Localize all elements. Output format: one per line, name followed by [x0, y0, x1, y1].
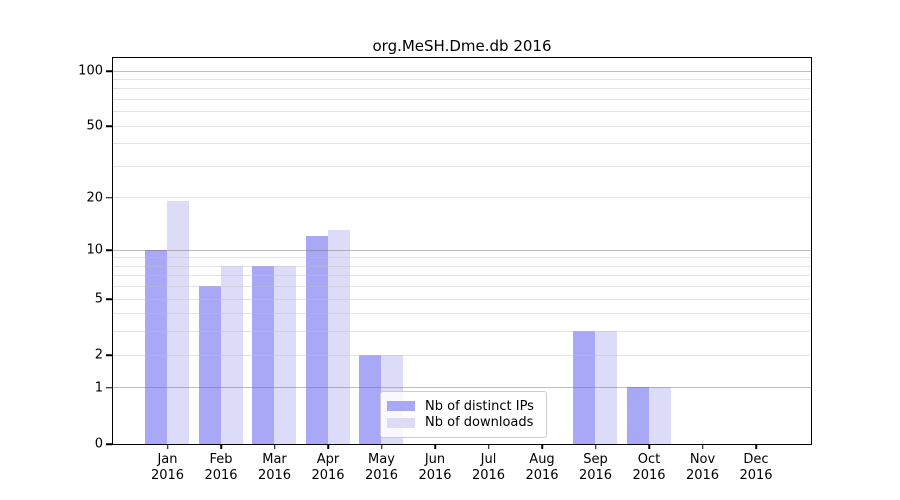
y-tick-mark-50: [106, 125, 112, 127]
x-tick-label-jun: Jun 2016: [403, 452, 467, 484]
x-tick-month: Dec: [743, 452, 769, 467]
y-tick-label-2: 2: [94, 347, 103, 363]
x-tick-mark-oct: [648, 444, 650, 449]
bar-downloads-feb-2016: [220, 265, 243, 444]
y-tick-mark-2: [106, 354, 112, 356]
x-tick-mark-jul: [487, 444, 490, 449]
x-tick-label-aug: Aug 2016: [510, 452, 574, 484]
bar-distinct-ips-jan-2016: [145, 249, 167, 444]
bar-downloads-jan-2016: [167, 201, 189, 444]
bar-distinct-ips-may-2016: [359, 354, 381, 444]
x-tick-label-nov: Nov 2016: [671, 452, 735, 484]
x-tick-month: Feb: [209, 452, 233, 467]
x-tick-label-oct: Oct 2016: [617, 452, 681, 484]
y-tick-mark-0: [106, 443, 112, 445]
x-tick-label-jan: Jan 2016: [136, 452, 200, 484]
bars-layer: [113, 58, 811, 444]
bar-distinct-ips-feb-2016: [198, 286, 221, 444]
y-tick-mark-5: [106, 298, 112, 300]
y-tick-mark-1: [106, 387, 112, 389]
legend: Nb of distinct IPs Nb of downloads: [380, 391, 547, 438]
x-tick-label-jul: Jul 2016: [457, 452, 521, 484]
x-tick-month: Jul: [480, 452, 497, 467]
x-tick-year: 2016: [364, 468, 399, 483]
x-tick-year: 2016: [311, 468, 345, 483]
x-tick-mark-sep: [594, 444, 597, 449]
legend-item-downloads: Nb of downloads: [387, 415, 540, 430]
x-tick-year: 2016: [204, 468, 238, 483]
y-tick-label-5: 5: [94, 291, 103, 307]
x-tick-label-feb: Feb 2016: [189, 452, 253, 484]
x-tick-mark-may: [380, 444, 383, 449]
x-tick-month: Jun: [424, 452, 446, 467]
bar-distinct-ips-apr-2016: [305, 236, 328, 444]
bar-downloads-mar-2016: [274, 265, 296, 444]
x-tick-mark-feb: [220, 444, 222, 449]
x-tick-mark-aug: [541, 444, 543, 449]
x-tick-mark-apr: [327, 444, 329, 449]
x-tick-year: 2016: [418, 468, 452, 483]
x-tick-year: 2016: [471, 468, 506, 483]
x-tick-label-apr: Apr 2016: [296, 452, 360, 484]
y-tick-label-0: 0: [94, 436, 103, 452]
bar-distinct-ips-mar-2016: [252, 265, 274, 444]
x-tick-year: 2016: [257, 468, 292, 483]
x-tick-mark-dec: [755, 444, 757, 449]
x-tick-month: Sep: [583, 452, 608, 467]
x-tick-label-dec: Dec 2016: [724, 452, 788, 484]
legend-item-distinct-ips: Nb of distinct IPs: [387, 399, 540, 414]
y-tick-label-10: 10: [86, 242, 103, 258]
x-tick-mark-jan: [166, 444, 169, 449]
x-tick-year: 2016: [150, 468, 185, 483]
legend-label-downloads: Nb of downloads: [425, 415, 534, 431]
x-tick-month: Jan: [157, 452, 178, 467]
x-tick-month: Oct: [637, 452, 661, 467]
legend-swatch-downloads: [387, 417, 415, 428]
x-tick-label-mar: Mar 2016: [243, 452, 307, 484]
chart-title: org.MeSH.Dme.db 2016: [372, 37, 552, 55]
y-tick-mark-10: [106, 249, 112, 251]
x-tick-mark-nov: [701, 444, 704, 449]
bar-distinct-ips-sep-2016: [573, 331, 595, 444]
x-tick-mark-mar: [273, 444, 276, 449]
bar-downloads-oct-2016: [648, 387, 671, 444]
x-tick-mark-jun: [434, 444, 436, 449]
bar-downloads-apr-2016: [327, 230, 350, 444]
legend-label-distinct-ips: Nb of distinct IPs: [425, 398, 534, 414]
x-tick-year: 2016: [685, 468, 720, 483]
y-tick-mark-100: [106, 70, 112, 72]
bar-downloads-sep-2016: [595, 331, 617, 444]
y-tick-label-50: 50: [86, 118, 103, 134]
y-tick-label-100: 100: [78, 63, 103, 79]
x-tick-year: 2016: [632, 468, 666, 483]
y-tick-label-20: 20: [86, 190, 103, 206]
x-tick-month: Nov: [689, 452, 716, 467]
x-tick-year: 2016: [578, 468, 613, 483]
bar-distinct-ips-oct-2016: [626, 387, 649, 444]
plot-area: [111, 56, 812, 445]
y-tick-mark-20: [106, 197, 112, 199]
x-tick-label-may: May 2016: [350, 452, 414, 484]
x-tick-month: May: [368, 452, 395, 467]
y-tick-label-1: 1: [94, 380, 103, 396]
x-tick-year: 2016: [739, 468, 773, 483]
x-tick-label-sep: Sep 2016: [564, 452, 628, 484]
x-tick-year: 2016: [525, 468, 559, 483]
legend-swatch-distinct-ips: [387, 401, 415, 412]
x-tick-month: Apr: [316, 452, 340, 467]
x-tick-month: Mar: [262, 452, 287, 467]
x-tick-month: Aug: [529, 452, 555, 467]
